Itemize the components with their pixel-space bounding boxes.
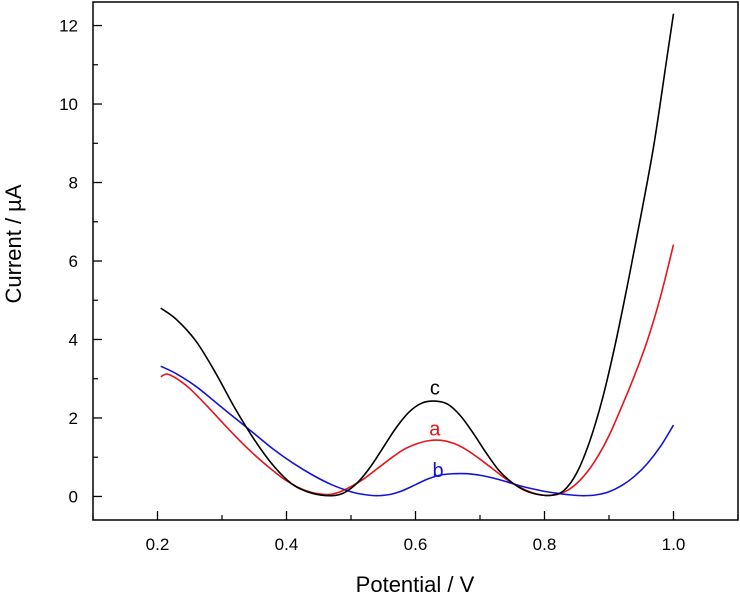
x-tick-label: 0.2 (146, 535, 170, 554)
plot-frame (92, 1, 739, 521)
y-tick-label: 8 (69, 174, 78, 193)
x-axis-title: Potential / V (356, 572, 475, 597)
y-tick-label: 2 (69, 409, 78, 428)
x-tick-label: 0.6 (404, 535, 428, 554)
series-line-a (160, 244, 675, 497)
y-axis-title: Current / µA (1, 184, 26, 303)
series-label-a: a (429, 419, 441, 441)
x-tick-label: 1.0 (662, 535, 686, 554)
y-tick-label: 4 (69, 330, 78, 349)
y-tick-label: 6 (69, 252, 78, 271)
series-lines (160, 13, 675, 497)
y-tick-label: 12 (59, 17, 78, 36)
x-tick-label: 0.8 (533, 535, 557, 554)
axis-ticks (92, 24, 739, 520)
series-label-c: c (430, 377, 440, 399)
series-label-b: b (433, 460, 444, 482)
series-line-b (160, 365, 675, 497)
x-tick-label: 0.4 (275, 535, 299, 554)
y-tick-label: 10 (59, 95, 78, 114)
y-tick-label: 0 (69, 487, 78, 506)
series-line-c (160, 13, 675, 497)
axis-tick-labels: 0.2 0.4 0.6 0.8 1.0 0 2 4 6 8 10 12 (59, 17, 685, 554)
series-labels: ab c (429, 377, 443, 481)
